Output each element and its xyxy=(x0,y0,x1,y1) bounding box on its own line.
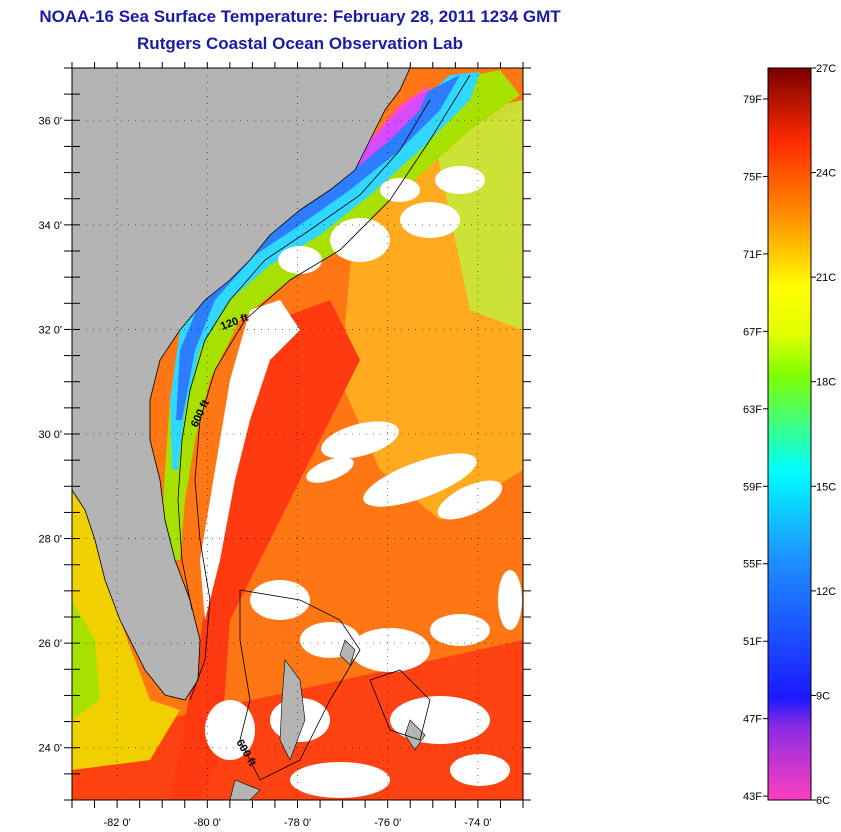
lat-tick-label: 30 0' xyxy=(38,429,62,441)
lat-tick-label: 28 0' xyxy=(38,534,62,546)
bathymetry-contours xyxy=(177,74,471,781)
land-mainland xyxy=(72,68,411,701)
map-area xyxy=(72,68,523,800)
shelf-blue-band xyxy=(176,75,460,420)
map-axes: 36 0' 34 0' 32 0' 30 0' 28 0' 26 0' 24 0' -82 0… xyxy=(38,62,531,829)
lat-tick-label: 34 0' xyxy=(38,220,62,232)
colorbar-fahrenheit-label: 43F xyxy=(743,791,762,803)
colorbar-celsius-label: 15C xyxy=(816,481,836,493)
lat-tick-label: 24 0' xyxy=(38,743,62,755)
shelf-green-band xyxy=(160,70,520,560)
cloud-cover xyxy=(200,166,522,798)
colorbar-fahrenheit-label: 59F xyxy=(743,481,762,493)
colorbar-fahrenheit-label: 79F xyxy=(743,94,762,106)
colorbar-celsius-label: 18C xyxy=(816,377,836,389)
colorbar-celsius-label: 24C xyxy=(816,168,836,180)
colorbar-fahrenheit-label: 55F xyxy=(743,559,762,571)
lon-tick-label: -82 0' xyxy=(104,817,131,829)
lat-tick-label: 36 0' xyxy=(38,115,62,127)
colorbar xyxy=(767,67,812,801)
lon-tick-label: -76 0' xyxy=(374,817,401,829)
lon-tick-label: -74 0' xyxy=(464,817,491,829)
colorbar-fahrenheit-label: 63F xyxy=(743,404,762,416)
lon-tick-label: -78 0' xyxy=(284,817,311,829)
colorbar-celsius-label: 12C xyxy=(816,586,836,598)
lon-tick-label: -80 0' xyxy=(194,817,221,829)
offshore-green-region xyxy=(430,100,523,330)
colorbar-fahrenheit-label: 71F xyxy=(743,249,762,261)
gulf-stream-core xyxy=(170,300,360,800)
colorbar-fahrenheit-label: 51F xyxy=(743,636,762,648)
lat-tick-label: 32 0' xyxy=(38,324,62,336)
colorbar-fahrenheit-label: 47F xyxy=(743,714,762,726)
colorbar-labels: 27C 24C 21C 18C 15C 12C 9C 6C 79F 75F 71F 67F 63F 59F… xyxy=(743,63,836,807)
map-subtitle: Rutgers Coastal Ocean Observation Lab xyxy=(137,34,463,53)
colorbar-celsius-label: 27C xyxy=(816,63,836,75)
colorbar-celsius-label: 6C xyxy=(816,795,830,807)
colorbar-celsius-label: 9C xyxy=(816,690,830,702)
map-title: NOAA-16 Sea Surface Temperature: Februar… xyxy=(39,7,561,26)
land-bahamas xyxy=(229,639,426,800)
gulf-shelf-green xyxy=(72,600,100,720)
colorbar-fahrenheit-label: 75F xyxy=(743,171,762,183)
colorbar-celsius-label: 21C xyxy=(816,272,836,284)
colorbar-fahrenheit-label: 67F xyxy=(743,326,762,338)
lat-tick-label: 26 0' xyxy=(38,638,62,650)
